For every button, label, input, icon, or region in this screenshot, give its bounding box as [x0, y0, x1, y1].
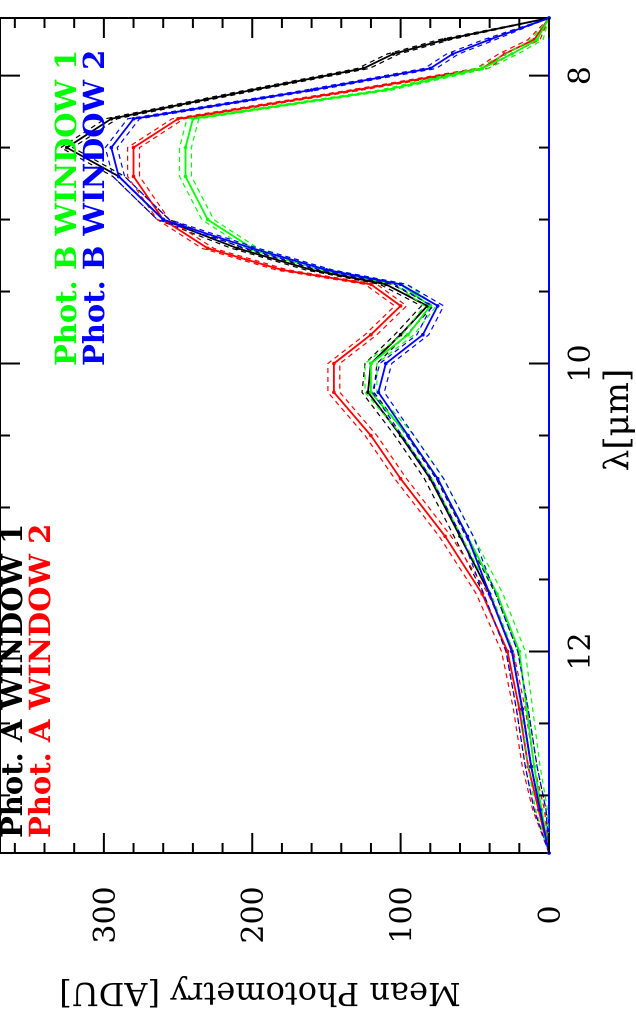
series-point — [191, 117, 195, 121]
series-point — [535, 37, 539, 42]
series-point — [517, 707, 522, 711]
series-point — [116, 174, 121, 179]
tick-layer: 8 10 12 0 100 200 300 — [0, 18, 598, 944]
series-point — [398, 332, 403, 337]
series-point — [428, 66, 433, 71]
series-point — [435, 476, 440, 481]
series-point — [369, 390, 373, 395]
series-point — [205, 217, 210, 222]
legend-item-1: Phot. A WINDOW 1 — [0, 524, 29, 838]
y-tick-label: 300 — [88, 886, 123, 943]
x-tick-label: 12 — [563, 632, 598, 670]
y-tick-label: 0 — [533, 905, 568, 924]
series-line — [110, 17, 550, 854]
series-point — [176, 117, 180, 121]
series-point — [505, 649, 510, 654]
series-2 — [127, 16, 551, 855]
series-point — [369, 282, 373, 287]
series-point — [332, 390, 336, 395]
legend-item-4: Phot. B WINDOW 2 — [77, 50, 111, 366]
series-point — [529, 764, 533, 769]
series-point — [183, 174, 188, 179]
series-point — [443, 37, 447, 42]
series-point — [398, 282, 403, 287]
axis-labels: λ[μm] Mean Photometry [ADU] — [59, 369, 636, 1013]
series-point — [406, 433, 410, 438]
series-point — [235, 246, 240, 251]
series-point — [465, 534, 470, 539]
series-point — [538, 808, 542, 812]
series-point — [435, 304, 440, 308]
series-point — [366, 390, 370, 395]
series-point — [354, 88, 358, 92]
x-tick-label: 8 — [563, 66, 598, 85]
series-point — [369, 433, 373, 438]
series-point — [131, 117, 136, 121]
series-point — [391, 52, 396, 56]
series-point — [443, 534, 447, 539]
series-error-lower — [138, 17, 550, 854]
series-point — [398, 304, 403, 308]
series-point — [450, 52, 455, 56]
series-point — [510, 52, 514, 56]
series-error-upper — [104, 17, 550, 854]
series-point — [428, 304, 433, 308]
series-point — [109, 145, 114, 150]
x-tick-label: 10 — [563, 344, 598, 382]
series-point — [332, 361, 336, 366]
series-error-lower — [190, 17, 550, 854]
legend-item-2: Phot. A WINDOW 2 — [23, 524, 57, 838]
series-point — [480, 66, 485, 71]
x-axis-label: λ[μm] — [597, 369, 636, 471]
series-error-lower — [71, 17, 550, 854]
y-tick-label: 100 — [385, 886, 420, 943]
y-axis-label: Mean Photometry [ADU] — [59, 975, 460, 1013]
series-point — [369, 332, 373, 337]
series-point — [309, 268, 314, 272]
series-point — [520, 707, 525, 711]
series-point — [361, 66, 366, 71]
series-point — [250, 246, 254, 251]
series-point — [487, 592, 492, 596]
series-point — [131, 174, 136, 179]
series-point — [532, 764, 536, 769]
legend-item-3: Phot. B WINDOW 1 — [49, 50, 83, 366]
series-point — [480, 592, 485, 596]
series-layer — [59, 16, 551, 855]
series-point — [384, 88, 388, 92]
y-tick-label: 200 — [236, 886, 271, 943]
series-point — [109, 117, 114, 121]
series-point — [183, 145, 188, 150]
series-point — [250, 88, 254, 92]
series-line — [132, 17, 550, 854]
series-point — [421, 332, 425, 337]
series-point — [205, 246, 210, 251]
series-point — [384, 361, 388, 366]
series-error-upper — [127, 17, 550, 854]
series-point — [398, 476, 403, 481]
series-error-upper — [178, 17, 550, 854]
series-point — [495, 592, 499, 596]
series-point — [309, 88, 314, 92]
series-point — [376, 390, 381, 395]
series-4 — [104, 16, 551, 855]
series-point — [65, 145, 69, 150]
series-error-lower — [116, 17, 550, 854]
series-point — [384, 282, 388, 287]
series-point — [510, 649, 514, 654]
series-line — [184, 17, 550, 854]
series-point — [131, 145, 136, 150]
series-point — [161, 217, 165, 222]
series-1 — [59, 16, 551, 855]
series-point — [324, 268, 329, 272]
series-point — [369, 361, 373, 366]
series-point — [524, 707, 529, 711]
series-point — [487, 37, 492, 42]
series-point — [406, 332, 410, 337]
series-point — [280, 268, 284, 272]
